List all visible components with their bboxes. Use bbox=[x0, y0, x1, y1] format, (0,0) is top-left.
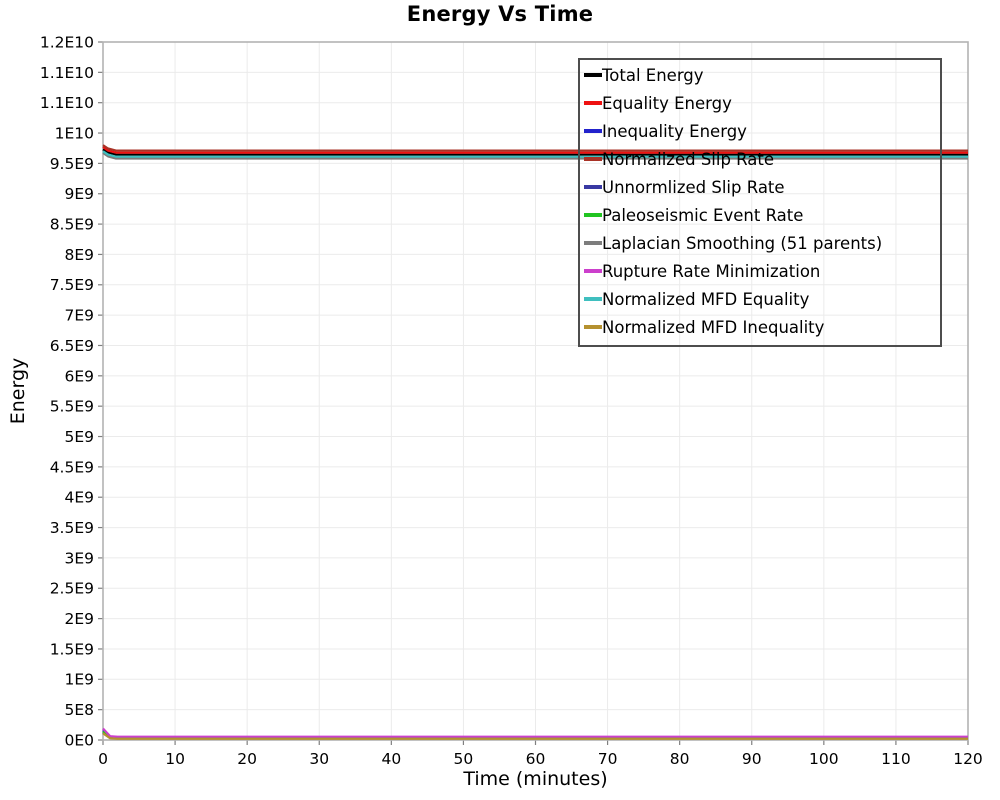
x-axis-label: Time (minutes) bbox=[463, 768, 608, 790]
series-line-normalized-mfd-equality bbox=[102, 150, 968, 158]
x-tick-label: 50 bbox=[454, 750, 474, 768]
legend-label: Total Energy bbox=[602, 65, 704, 85]
y-tick-label: 5E8 bbox=[64, 701, 94, 719]
x-tick-label: 70 bbox=[598, 750, 618, 768]
legend-swatch-icon bbox=[584, 241, 602, 245]
series-line-total-energy bbox=[102, 148, 968, 156]
y-tick-label: 1.1E10 bbox=[40, 94, 94, 112]
legend-swatch-icon bbox=[584, 185, 602, 189]
series-line-normalized-slip-rate bbox=[102, 144, 968, 152]
y-tick-label: 1.5E9 bbox=[50, 640, 94, 658]
legend-swatch-icon bbox=[584, 213, 602, 217]
legend-swatch-icon bbox=[584, 73, 602, 77]
y-tick-label: 7E9 bbox=[64, 307, 94, 325]
x-tick-label: 30 bbox=[309, 750, 329, 768]
legend-item-normalized-mfd-equality: Normalized MFD Equality bbox=[584, 286, 940, 314]
legend-item-inequality-energy: Inequality Energy bbox=[584, 118, 940, 146]
y-tick-label: 6E9 bbox=[64, 367, 94, 385]
x-tick-label: 90 bbox=[742, 750, 762, 768]
x-tick-label: 120 bbox=[953, 750, 983, 768]
legend-swatch-icon bbox=[584, 325, 602, 329]
y-tick-label: 1E9 bbox=[64, 671, 94, 689]
y-tick-label: 3E9 bbox=[64, 549, 94, 567]
y-tick-label: 4.5E9 bbox=[50, 458, 94, 476]
y-tick-label: 9.5E9 bbox=[50, 155, 94, 173]
y-tick-label: 1.2E10 bbox=[40, 33, 94, 51]
legend-item-equality-energy: Equality Energy bbox=[584, 90, 940, 118]
legend-item-total-energy: Total Energy bbox=[584, 62, 940, 90]
x-tick-label: 110 bbox=[881, 750, 911, 768]
legend-swatch-icon bbox=[584, 297, 602, 301]
legend-swatch-icon bbox=[584, 101, 602, 105]
legend-label: Normalized Slip Rate bbox=[602, 149, 775, 169]
legend: Total Energy Equality Energy Inequality En… bbox=[578, 58, 942, 347]
series-line-equality-energy bbox=[102, 146, 968, 154]
series-line-laplacian-smoothing-51-parents- bbox=[102, 152, 968, 160]
legend-label: Normalized MFD Equality bbox=[602, 289, 810, 309]
y-tick-label: 1.1E10 bbox=[40, 64, 94, 82]
legend-label: Inequality Energy bbox=[602, 121, 747, 141]
y-tick-label: 4E9 bbox=[64, 489, 94, 507]
legend-item-unnormlized-slip-rate: Unnormlized Slip Rate bbox=[584, 174, 940, 202]
x-tick-label: 20 bbox=[237, 750, 257, 768]
y-tick-label: 0E0 bbox=[64, 731, 94, 749]
legend-label: Normalized MFD Inequality bbox=[602, 317, 825, 337]
y-tick-label: 9E9 bbox=[64, 185, 94, 203]
y-tick-label: 3.5E9 bbox=[50, 519, 94, 537]
legend-label: Rupture Rate Minimization bbox=[602, 261, 821, 281]
legend-item-paleoseismic-event-rate: Paleoseismic Event Rate bbox=[584, 202, 940, 230]
y-tick-label: 8E9 bbox=[64, 246, 94, 264]
y-axis-label: Energy bbox=[7, 357, 29, 425]
legend-swatch-icon bbox=[584, 269, 602, 273]
legend-swatch-icon bbox=[584, 157, 602, 161]
y-tick-label: 2E9 bbox=[64, 610, 94, 628]
legend-item-laplacian-smoothing-51-parents-: Laplacian Smoothing (51 parents) bbox=[584, 230, 940, 258]
plot-border bbox=[102, 41, 969, 741]
x-tick-label: 10 bbox=[165, 750, 185, 768]
legend-label: Unnormlized Slip Rate bbox=[602, 177, 785, 197]
y-tick-label: 5E9 bbox=[64, 428, 94, 446]
legend-label: Equality Energy bbox=[602, 93, 732, 113]
legend-item-normalized-mfd-inequality: Normalized MFD Inequality bbox=[584, 314, 940, 342]
y-tick-label: 8.5E9 bbox=[50, 216, 94, 234]
legend-swatch-icon bbox=[584, 129, 602, 133]
legend-label: Paleoseismic Event Rate bbox=[602, 205, 804, 225]
y-tick-label: 5.5E9 bbox=[50, 398, 94, 416]
series-line-normalized-mfd-inequality bbox=[102, 732, 968, 740]
chart-title: Energy Vs Time bbox=[406, 2, 594, 26]
y-tick-label: 2.5E9 bbox=[50, 580, 94, 598]
y-tick-label: 7.5E9 bbox=[50, 276, 94, 294]
x-tick-label: 60 bbox=[526, 750, 546, 768]
series-line-rupture-rate-minimization bbox=[102, 727, 968, 738]
y-tick-label: 6.5E9 bbox=[50, 337, 94, 355]
y-tick-label: 1E10 bbox=[55, 124, 94, 142]
legend-label: Laplacian Smoothing (51 parents) bbox=[602, 233, 883, 253]
x-tick-label: 0 bbox=[98, 750, 108, 768]
legend-item-rupture-rate-minimization: Rupture Rate Minimization bbox=[584, 258, 940, 286]
x-tick-label: 80 bbox=[670, 750, 690, 768]
x-tick-label: 100 bbox=[809, 750, 839, 768]
x-tick-label: 40 bbox=[381, 750, 401, 768]
legend-item-normalized-slip-rate: Normalized Slip Rate bbox=[584, 146, 940, 174]
